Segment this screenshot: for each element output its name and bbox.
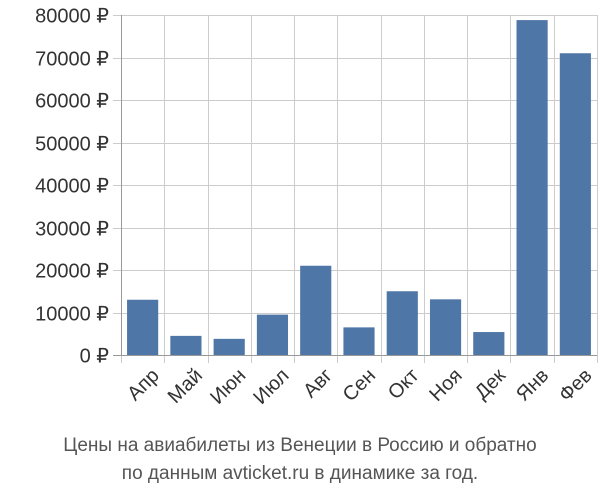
bar-2 (170, 335, 202, 355)
bar-11 (559, 53, 591, 355)
bar-7 (386, 291, 418, 355)
chart-caption-line-2: по данным avticket.ru в динамике за год. (121, 463, 479, 484)
bar-4 (256, 314, 289, 355)
y-tick-label: 0 ₽ (80, 346, 110, 368)
bar-8 (429, 299, 462, 355)
bars (127, 20, 591, 355)
x-tick-label: Июл (249, 365, 293, 409)
axes (113, 15, 597, 356)
y-axis-tick-labels: 0 ₽ 10000 ₽ 20000 ₽ 30000 ₽ 40000 ₽ 50000 ₽ 60… (35, 6, 109, 368)
bar-3 (213, 338, 245, 355)
bar-9 (473, 332, 505, 355)
x-tick-label: Авг (299, 365, 337, 403)
x-tick-label: Май (164, 365, 207, 408)
x-tick-label: Янв (512, 365, 553, 406)
bar-1 (127, 299, 159, 355)
y-tick-label: 20000 ₽ (35, 261, 109, 283)
bar-6 (343, 327, 375, 355)
x-tick-label: Апр (123, 365, 164, 406)
y-tick-label: 70000 ₽ (35, 49, 109, 71)
bar-5 (300, 265, 332, 355)
y-tick-label: 40000 ₽ (35, 176, 109, 198)
y-tick-label: 80000 ₽ (35, 6, 109, 28)
x-tick-label: Окт (384, 365, 423, 404)
y-tick-label: 30000 ₽ (35, 219, 109, 241)
bar-10 (516, 20, 548, 355)
x-axis-tick-labels: Апр Май Июн Июл Авг Сен Окт Ноя Дек Янв Фев (123, 364, 596, 408)
x-tick-label: Дек (471, 364, 510, 403)
chart-caption-line-1: Цены на авиабилеты из Венеции в Россию и… (63, 435, 537, 456)
x-tick-label: Сен (339, 365, 380, 406)
y-tick-label: 10000 ₽ (35, 304, 109, 326)
x-tick-label: Фев (555, 365, 597, 407)
grid-lines (113, 15, 598, 363)
x-tick-label: Июн (206, 365, 250, 409)
y-tick-label: 60000 ₽ (35, 91, 109, 113)
x-tick-label: Ноя (425, 365, 466, 406)
y-tick-label: 50000 ₽ (35, 134, 109, 156)
